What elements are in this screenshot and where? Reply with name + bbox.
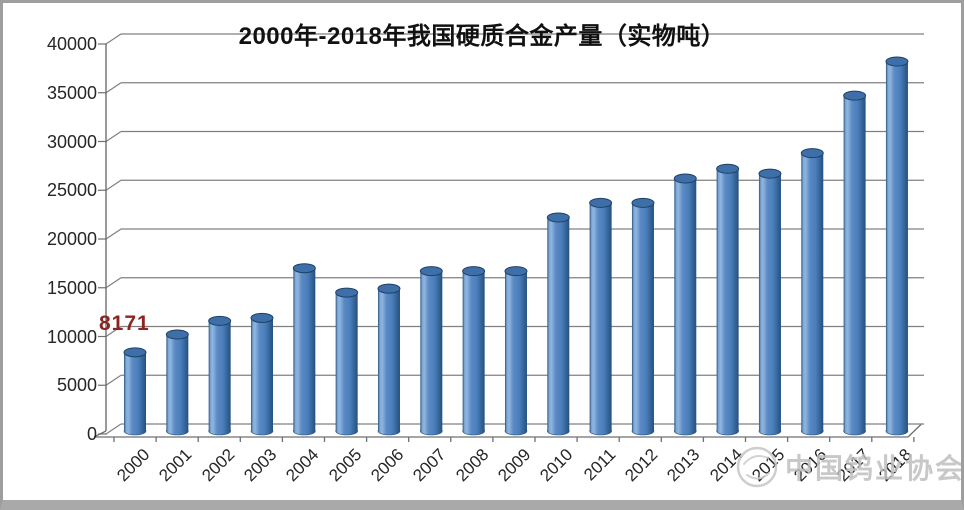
bar-2002 — [208, 315, 232, 436]
y-axis-label-35000: 35000 — [46, 82, 97, 103]
bar-2007 — [419, 266, 443, 436]
plot-area — [93, 33, 924, 442]
bar-2000 — [123, 347, 147, 436]
y-axis-label-15000: 15000 — [46, 277, 97, 298]
data-label-first-bar: 8171 — [99, 312, 150, 335]
bar-2004 — [292, 263, 316, 436]
bar-2018 — [885, 56, 909, 436]
bar-2012 — [631, 197, 655, 436]
bar-2013 — [673, 173, 697, 436]
bar-2011 — [589, 197, 613, 436]
y-axis-label-10000: 10000 — [46, 326, 97, 347]
bar-2005 — [335, 287, 359, 436]
bar-2010 — [546, 212, 570, 436]
y-axis-label-20000: 20000 — [46, 229, 97, 249]
y-axis-label-25000: 25000 — [46, 180, 97, 201]
y-axis-label-0: 0 — [86, 424, 97, 444]
y-gridline — [98, 179, 924, 191]
bar-2015 — [758, 168, 782, 436]
y-axis-label-40000: 40000 — [46, 34, 97, 54]
y-axis-label-30000: 30000 — [46, 131, 97, 152]
y-gridline — [98, 33, 924, 45]
bar-2006 — [377, 283, 401, 436]
bar-2003 — [250, 312, 274, 436]
bar-2009 — [504, 266, 528, 436]
bar-2014 — [716, 163, 740, 436]
y-gridline — [98, 130, 924, 143]
y-axis-label-5000: 5000 — [56, 375, 97, 396]
bar-2017 — [843, 90, 867, 436]
y-gridline — [98, 82, 924, 94]
y-gridline — [98, 228, 924, 240]
bar-2008 — [462, 266, 486, 436]
bar-2001 — [165, 329, 189, 436]
x-axis-floor — [93, 424, 922, 442]
bar-2016 — [800, 148, 824, 436]
